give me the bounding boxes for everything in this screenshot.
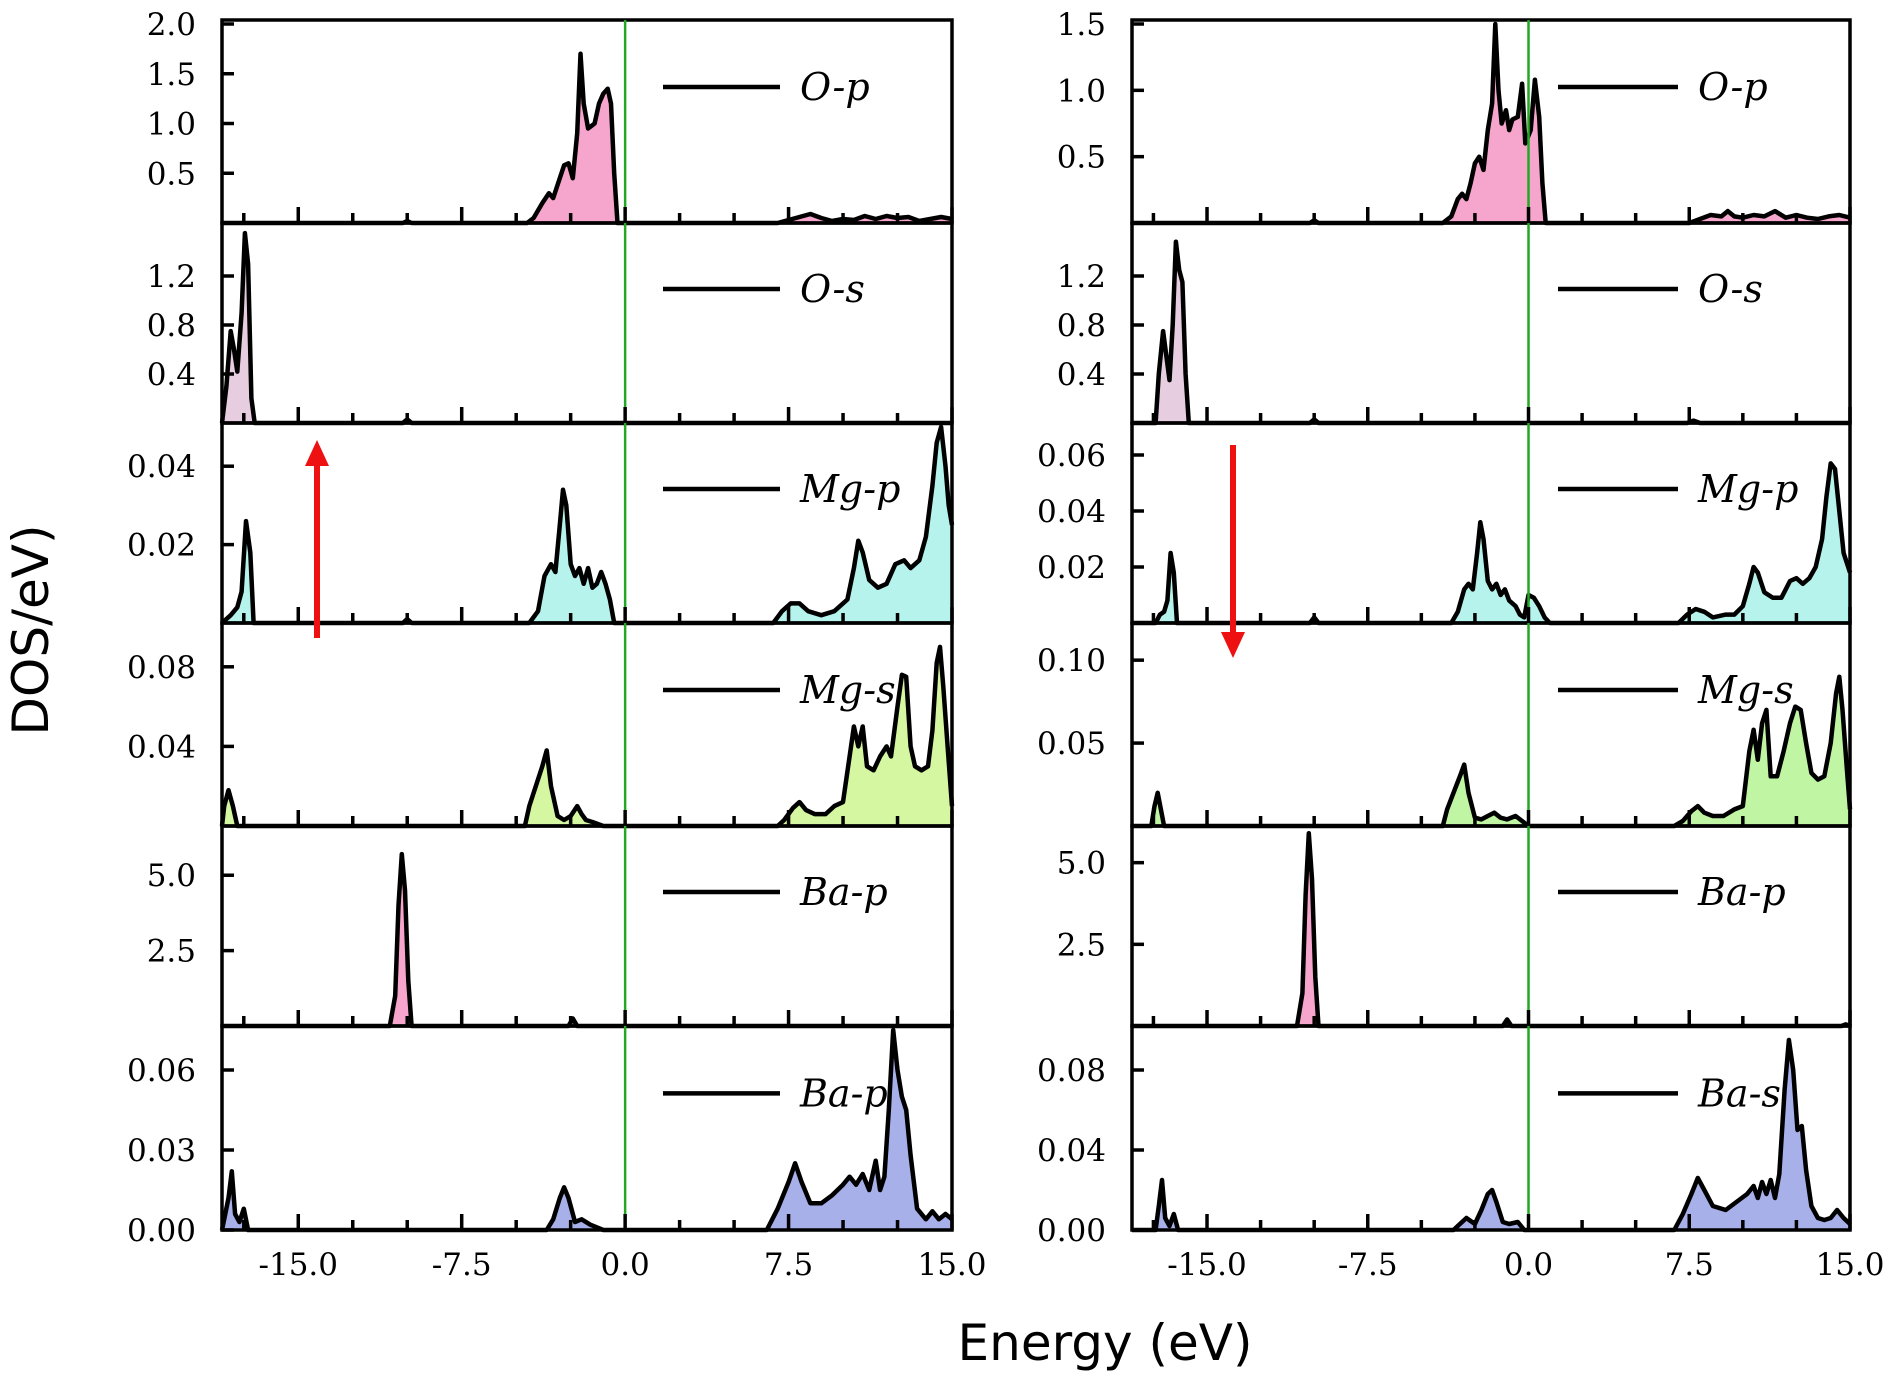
dos-curve [219,230,952,426]
dos-area [1132,676,1850,826]
y-tick-label: 0.8 [1057,308,1106,344]
right-panel-mg-p-2: 0.02 0.04 0.06 Mg-p [1037,421,1853,626]
panel-frame [220,1024,954,1232]
dos-area [222,233,952,423]
dos-curve [222,51,953,226]
panel-frame [1130,221,1852,425]
y-tick-label: 0.00 [1037,1213,1106,1249]
y-tick-label: 2.5 [147,934,196,970]
legend-label: O-s [800,267,865,311]
dos-area [222,646,952,826]
left-panel-o-s-1: 0.4 0.8 1.2 O-s [147,221,954,426]
legend-label: Ba-s [1697,1071,1781,1115]
x-tick-label: 0.0 [1504,1247,1553,1283]
y-tick-label: 0.08 [127,650,196,686]
y-tick-label: 1.2 [147,259,196,295]
y-tick-label: 0.06 [127,1053,196,1089]
y-tick-label: 0.03 [127,1133,196,1169]
y-tick-label: 1.0 [1057,73,1106,109]
y-tick-label: 0.04 [127,729,196,765]
y-tick-label: 0.04 [1037,1133,1106,1169]
y-tick-label: 0.5 [1057,140,1106,176]
y-tick-label: 0.08 [1037,1053,1106,1089]
y-tick-label: 1.0 [147,107,196,143]
dos-curve [1132,21,1851,226]
right-panel-o-p-0: 0.5 1.0 1.5 O-p [1057,7,1852,226]
y-tick-label: 0.04 [1037,494,1106,530]
legend-label: Mg-s [1697,668,1794,712]
x-tick-label: 15.0 [1815,1247,1884,1283]
legend-label: O-p [1698,65,1768,109]
left-spin-arrow [305,440,329,638]
y-tick-label: 5.0 [1057,846,1106,882]
left-panel-o-p-0: 0.5 1.0 1.5 2.0 O-p [147,7,954,226]
legend-label: O-p [800,65,870,109]
y-tick-label: 0.02 [127,528,196,564]
y-tick-label: 5.0 [147,858,196,894]
right-column: 0.5 1.0 1.5 O-p 0.4 0.8 1.2 O-s 0.02 0.04 0.06 Mg-p… [1037,7,1885,1283]
right-panel-mg-s-3: 0.05 0.10 Mg-s [1037,621,1853,829]
dos-curve [1132,831,1851,1029]
y-tick-label: 0.8 [147,308,196,344]
left-panel-ba-p-5: 0.00 0.03 0.06 Ba-p [127,1024,954,1249]
plot-root: 0.51.01.52.0O-p0.40.81.2 O-s0.020.04 Mg-p0… [127,7,1885,1283]
dos-area [1132,1040,1850,1230]
legend-label: Ba-p [1697,870,1786,914]
y-tick-label: 2.0 [147,7,196,43]
panel-frame [220,221,954,425]
y-tick-label: 0.06 [1037,438,1106,474]
x-tick-label: -7.5 [1338,1247,1398,1283]
dos-area [222,53,952,223]
y-tick-label: 1.5 [1057,7,1106,43]
y-tick-label: 0.00 [127,1213,196,1249]
legend-label: Mg-s [799,668,896,712]
x-tick-label: 15.0 [917,1247,986,1283]
legend-label: Mg-p [1697,467,1798,511]
dos-curve [1132,461,1853,626]
dos-curve [219,1027,954,1233]
x-tick-label: 7.5 [1665,1247,1714,1283]
y-tick-label: 0.10 [1037,643,1106,679]
y-tick-label: 0.4 [1057,357,1106,393]
x-tick-label: -7.5 [432,1247,492,1283]
y-tick-label: 0.04 [127,449,196,485]
legend-label: Ba-p [799,1071,888,1115]
left-panel-ba-p-4: 2.5 5.0 Ba-p [147,824,954,1029]
right-panel-o-s-1: 0.4 0.8 1.2 O-s [1057,221,1852,426]
left-column: 0.51.01.52.0O-p0.40.81.2 O-s0.020.04 Mg-p0… [127,7,987,1283]
dos-curve [1132,674,1853,829]
dos-curve [222,851,952,1029]
legend-label: O-s [1698,267,1763,311]
dos-area [222,427,952,623]
x-tick-label: 0.0 [600,1247,649,1283]
left-panel-mg-s-3: 0.04 0.08 Mg-s [127,621,955,829]
y-tick-label: 0.5 [147,156,196,192]
y-tick-label: 2.5 [1057,927,1106,963]
x-axis-title: Energy (eV) [958,1314,1253,1372]
y-tick-label: 1.5 [147,57,196,93]
right-spin-arrow [1221,445,1245,658]
dos-area [222,1030,952,1230]
panel-frame [1130,824,1852,1028]
y-tick-label: 0.4 [147,357,196,393]
dos-curve [219,644,955,829]
panel-frame [220,824,954,1028]
y-tick-label: 0.02 [1037,550,1106,586]
dos-area [1132,833,1850,1026]
y-tick-label: 0.05 [1037,726,1106,762]
right-panel-ba-p-4: 2.5 5.0 Ba-p [1057,824,1852,1029]
y-axis-title: DOS/eV) [2,525,60,736]
x-tick-label: -15.0 [1167,1247,1247,1283]
panel-frame [1130,1024,1852,1232]
legend-label: Ba-p [799,870,888,914]
y-tick-label: 1.2 [1057,259,1106,295]
x-tick-label: 7.5 [764,1247,813,1283]
right-panel-ba-s-5: 0.00 0.04 0.08 Ba-s [1037,1024,1852,1249]
legend-label: Mg-p [799,467,900,511]
left-panel-mg-p-2: 0.02 0.04 Mg-p [127,421,955,626]
x-tick-label: -15.0 [259,1247,339,1283]
